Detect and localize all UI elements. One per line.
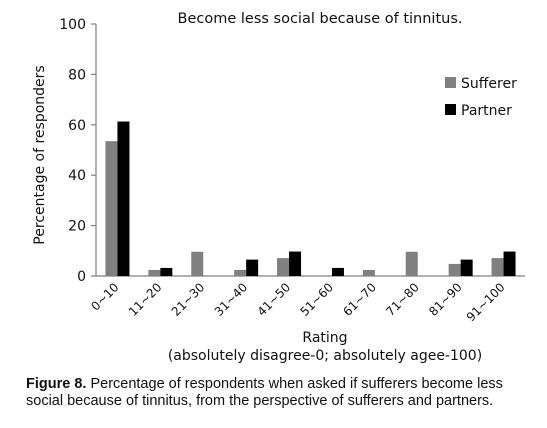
x-axis-ticks: 0~10 11~20 21~30 31~40 41~50 51~60 61~70 71~80 8… <box>88 280 507 324</box>
legend-swatch-partner <box>445 104 456 115</box>
bar-sufferer-3 <box>234 269 247 276</box>
y-tick-label: 100 <box>59 17 86 33</box>
x-tick-label: 41~50 <box>255 280 294 319</box>
y-tick-label: 20 <box>68 219 86 235</box>
bar-sufferer-9 <box>491 258 504 276</box>
bar-sufferer-6 <box>362 269 375 276</box>
y-tick-label: 0 <box>77 269 86 285</box>
x-tick-label: 0~10 <box>88 280 121 313</box>
bar-partner-1 <box>160 267 173 276</box>
x-tick-label: 51~60 <box>297 280 336 319</box>
legend: Sufferer Partner <box>445 76 517 119</box>
y-axis-label: Percentage of responders <box>32 65 48 244</box>
x-tick-label: 91~100 <box>464 280 508 324</box>
x-tick-label: 81~90 <box>426 280 465 319</box>
x-axis-label: Rating <box>302 330 347 346</box>
caption-text: Percentage of respondents when asked if … <box>26 376 503 409</box>
bar-sufferer-7 <box>405 251 418 276</box>
caption-label: Figure 8. <box>26 376 87 392</box>
bar-sufferer-2 <box>191 251 204 276</box>
legend-label-sufferer: Sufferer <box>461 76 517 92</box>
bar-partner-9 <box>503 251 516 276</box>
bar-partner-5 <box>331 267 344 276</box>
chart-title: Become less social because of tinnitus. <box>178 11 463 27</box>
bar-sufferer-0 <box>105 141 118 276</box>
x-tick-label: 11~20 <box>126 280 165 319</box>
legend-swatch-sufferer <box>445 77 456 88</box>
bar-partner-4 <box>289 251 302 276</box>
x-tick-label: 61~70 <box>340 280 379 319</box>
bar-partner-3 <box>246 259 259 276</box>
legend-label-partner: Partner <box>461 103 512 119</box>
y-tick-label: 80 <box>68 67 86 83</box>
bar-sufferer-1 <box>148 269 161 276</box>
figure-caption: Figure 8. Percentage of respondents when… <box>26 376 541 410</box>
y-axis-ticks: 0 20 40 60 80 100 <box>59 17 96 285</box>
y-tick-label: 40 <box>68 168 86 184</box>
y-tick-label: 60 <box>68 118 86 134</box>
bar-partner-8 <box>460 259 473 276</box>
x-tick-label: 71~80 <box>383 280 422 319</box>
bar-sufferer-8 <box>448 263 461 276</box>
x-tick-label: 31~40 <box>212 280 251 319</box>
bars <box>105 121 516 276</box>
bar-sufferer-4 <box>277 258 290 276</box>
bar-partner-0 <box>117 121 130 276</box>
x-tick-label: 21~30 <box>169 280 208 319</box>
bar-chart: Become less social because of tinnitus. … <box>32 11 525 364</box>
x-axis-note: (absolutely disagree-0; absolutely agee-… <box>168 348 482 364</box>
